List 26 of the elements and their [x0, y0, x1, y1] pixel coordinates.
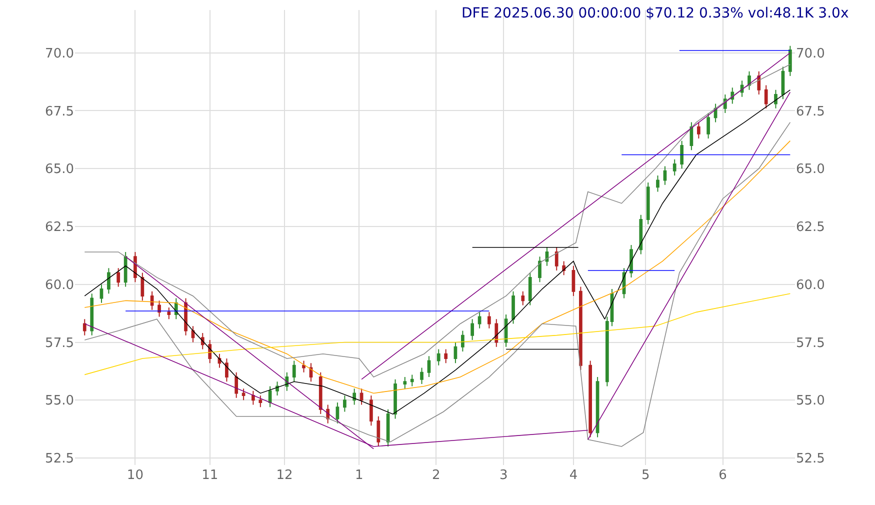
y2-tick-label: 52.5: [796, 452, 825, 467]
y-tick-label: 67.5: [45, 104, 74, 120]
x-tick-label: 3: [499, 468, 508, 483]
x-tick-label: 6: [718, 468, 727, 483]
x-tick-label: 5: [642, 468, 650, 483]
y2-tick-label: 55.0: [796, 394, 825, 409]
y2-tick-label: 60.0: [796, 278, 825, 293]
y2-tick-label: 70.0: [796, 46, 825, 62]
y-tick-label: 60.0: [45, 278, 74, 293]
y2-tick-label: 65.0: [796, 162, 825, 178]
y2-tick-label: 67.5: [796, 104, 825, 120]
y2-tick-label: 62.5: [796, 220, 825, 236]
x-tick-label: 2: [432, 468, 440, 483]
x-tick-label: 4: [569, 468, 578, 483]
y-tick-label: 65.0: [45, 162, 74, 178]
x-tick-label: 1: [355, 468, 364, 483]
x-tick-label: 11: [202, 468, 218, 483]
y-tick-label: 57.5: [45, 336, 74, 351]
x-tick-label: 10: [126, 468, 144, 483]
y-tick-label: 55.0: [45, 394, 74, 409]
y-tick-label: 62.5: [45, 220, 74, 236]
chart-title: DFE 2025.06.30 00:00:00 $70.12 0.33% vol:48.1K 3.0x: [462, 5, 849, 22]
y-tick-label: 70.0: [45, 46, 74, 62]
y2-tick-label: 57.5: [796, 336, 825, 351]
x-tick-label: 12: [276, 468, 293, 483]
y-tick-label: 52.5: [45, 452, 74, 467]
